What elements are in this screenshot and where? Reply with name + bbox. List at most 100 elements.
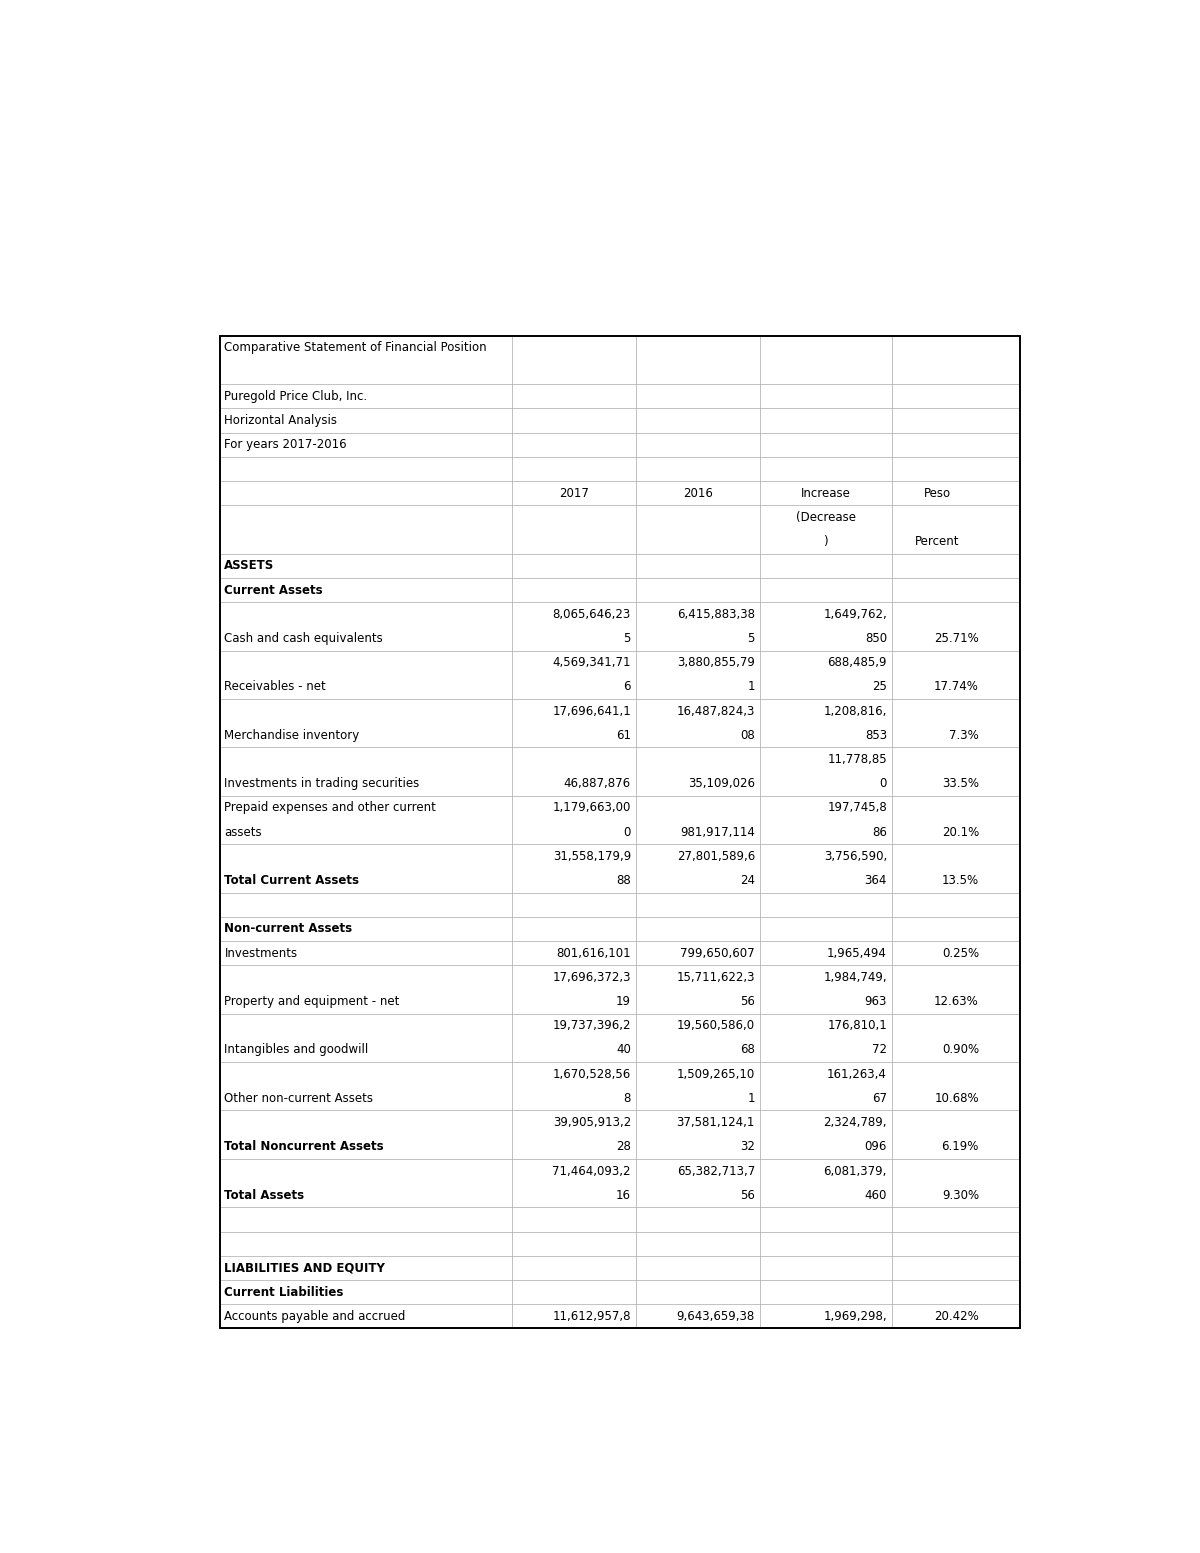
Text: 8: 8 — [624, 1092, 631, 1104]
Text: 460: 460 — [864, 1188, 887, 1202]
Text: Total Assets: Total Assets — [224, 1188, 305, 1202]
Text: LIABILITIES AND EQUITY: LIABILITIES AND EQUITY — [224, 1261, 385, 1275]
Text: 28: 28 — [616, 1140, 631, 1154]
Text: 9.30%: 9.30% — [942, 1188, 979, 1202]
Text: Non-current Assets: Non-current Assets — [224, 922, 353, 935]
Bar — [220, 335, 1020, 1328]
Text: 24: 24 — [740, 874, 755, 887]
Text: ASSETS: ASSETS — [224, 559, 275, 573]
Text: 3,756,590,: 3,756,590, — [823, 849, 887, 863]
Text: 2,324,789,: 2,324,789, — [823, 1117, 887, 1129]
Text: 1: 1 — [748, 680, 755, 693]
Text: 31,558,179,9: 31,558,179,9 — [553, 849, 631, 863]
Text: 10.68%: 10.68% — [935, 1092, 979, 1104]
Text: Current Assets: Current Assets — [224, 584, 323, 596]
Text: 37,581,124,1: 37,581,124,1 — [677, 1117, 755, 1129]
Text: 0: 0 — [880, 776, 887, 790]
Text: Horizontal Analysis: Horizontal Analysis — [224, 415, 337, 427]
Text: 6.19%: 6.19% — [942, 1140, 979, 1154]
Text: Cash and cash equivalents: Cash and cash equivalents — [224, 632, 383, 644]
Text: 08: 08 — [740, 728, 755, 742]
Text: 799,650,607: 799,650,607 — [680, 947, 755, 960]
Text: 9,643,659,38: 9,643,659,38 — [677, 1309, 755, 1323]
Text: 71,464,093,2: 71,464,093,2 — [552, 1165, 631, 1177]
Text: Other non-current Assets: Other non-current Assets — [224, 1092, 373, 1104]
Text: Accounts payable and accrued: Accounts payable and accrued — [224, 1309, 406, 1323]
Text: Puregold Price Club, Inc.: Puregold Price Club, Inc. — [224, 390, 367, 402]
Text: 688,485,9: 688,485,9 — [828, 655, 887, 669]
Text: 16: 16 — [616, 1188, 631, 1202]
Text: 3,880,855,79: 3,880,855,79 — [677, 655, 755, 669]
Text: 1,969,298,: 1,969,298, — [823, 1309, 887, 1323]
Text: 65,382,713,7: 65,382,713,7 — [677, 1165, 755, 1177]
Text: Peso: Peso — [924, 486, 952, 500]
Text: Comparative Statement of Financial Position: Comparative Statement of Financial Posit… — [224, 342, 487, 354]
Text: 0.25%: 0.25% — [942, 947, 979, 960]
Text: 963: 963 — [864, 995, 887, 1008]
Text: Investments: Investments — [224, 947, 298, 960]
Text: 2017: 2017 — [559, 486, 588, 500]
Text: 7.3%: 7.3% — [949, 728, 979, 742]
Text: 5: 5 — [624, 632, 631, 644]
Text: 88: 88 — [617, 874, 631, 887]
Text: 5: 5 — [748, 632, 755, 644]
Text: Prepaid expenses and other current: Prepaid expenses and other current — [224, 801, 437, 814]
Text: 176,810,1: 176,810,1 — [827, 1019, 887, 1033]
Text: 4,569,341,71: 4,569,341,71 — [552, 655, 631, 669]
Text: 46,887,876: 46,887,876 — [564, 776, 631, 790]
Text: 25: 25 — [872, 680, 887, 693]
Text: 19,560,586,0: 19,560,586,0 — [677, 1019, 755, 1033]
Text: 19: 19 — [616, 995, 631, 1008]
Text: Current Liabilities: Current Liabilities — [224, 1286, 343, 1298]
Text: 40: 40 — [616, 1044, 631, 1056]
Text: 0: 0 — [624, 826, 631, 839]
Text: 72: 72 — [872, 1044, 887, 1056]
Text: 56: 56 — [740, 995, 755, 1008]
Text: 19,737,396,2: 19,737,396,2 — [552, 1019, 631, 1033]
Text: Total Current Assets: Total Current Assets — [224, 874, 360, 887]
Text: 1,965,494: 1,965,494 — [827, 947, 887, 960]
Text: 197,745,8: 197,745,8 — [827, 801, 887, 814]
Text: Percent: Percent — [916, 536, 960, 548]
Text: 39,905,913,2: 39,905,913,2 — [553, 1117, 631, 1129]
Text: 17.74%: 17.74% — [934, 680, 979, 693]
Text: 1: 1 — [748, 1092, 755, 1104]
Text: Receivables - net: Receivables - net — [224, 680, 326, 693]
Text: 15,711,622,3: 15,711,622,3 — [677, 971, 755, 985]
Text: 1,984,749,: 1,984,749, — [823, 971, 887, 985]
Text: 801,616,101: 801,616,101 — [557, 947, 631, 960]
Text: 11,612,957,8: 11,612,957,8 — [552, 1309, 631, 1323]
Text: 27,801,589,6: 27,801,589,6 — [677, 849, 755, 863]
Text: 096: 096 — [864, 1140, 887, 1154]
Text: 25.71%: 25.71% — [934, 632, 979, 644]
Text: 35,109,026: 35,109,026 — [688, 776, 755, 790]
Text: 1,649,762,: 1,649,762, — [823, 607, 887, 621]
Text: ): ) — [823, 536, 828, 548]
Text: 0.90%: 0.90% — [942, 1044, 979, 1056]
Text: 161,263,4: 161,263,4 — [827, 1067, 887, 1081]
Text: Intangibles and goodwill: Intangibles and goodwill — [224, 1044, 368, 1056]
Text: Total Noncurrent Assets: Total Noncurrent Assets — [224, 1140, 384, 1154]
Text: 6: 6 — [624, 680, 631, 693]
Text: Property and equipment - net: Property and equipment - net — [224, 995, 400, 1008]
Text: 853: 853 — [865, 728, 887, 742]
Text: 1,179,663,00: 1,179,663,00 — [553, 801, 631, 814]
Text: 1,208,816,: 1,208,816, — [823, 705, 887, 717]
Text: 17,696,372,3: 17,696,372,3 — [552, 971, 631, 985]
Bar — [220, 335, 1020, 1328]
Text: For years 2017-2016: For years 2017-2016 — [224, 438, 347, 452]
Text: Increase: Increase — [800, 486, 851, 500]
Text: Investments in trading securities: Investments in trading securities — [224, 776, 420, 790]
Text: 981,917,114: 981,917,114 — [680, 826, 755, 839]
Text: 33.5%: 33.5% — [942, 776, 979, 790]
Text: 12.63%: 12.63% — [934, 995, 979, 1008]
Text: 6,081,379,: 6,081,379, — [823, 1165, 887, 1177]
Text: (Decrease: (Decrease — [796, 511, 856, 523]
Text: 6,415,883,38: 6,415,883,38 — [677, 607, 755, 621]
Text: assets: assets — [224, 826, 262, 839]
Text: 56: 56 — [740, 1188, 755, 1202]
Text: 16,487,824,3: 16,487,824,3 — [677, 705, 755, 717]
Text: 61: 61 — [616, 728, 631, 742]
Text: 67: 67 — [872, 1092, 887, 1104]
Text: 2016: 2016 — [683, 486, 713, 500]
